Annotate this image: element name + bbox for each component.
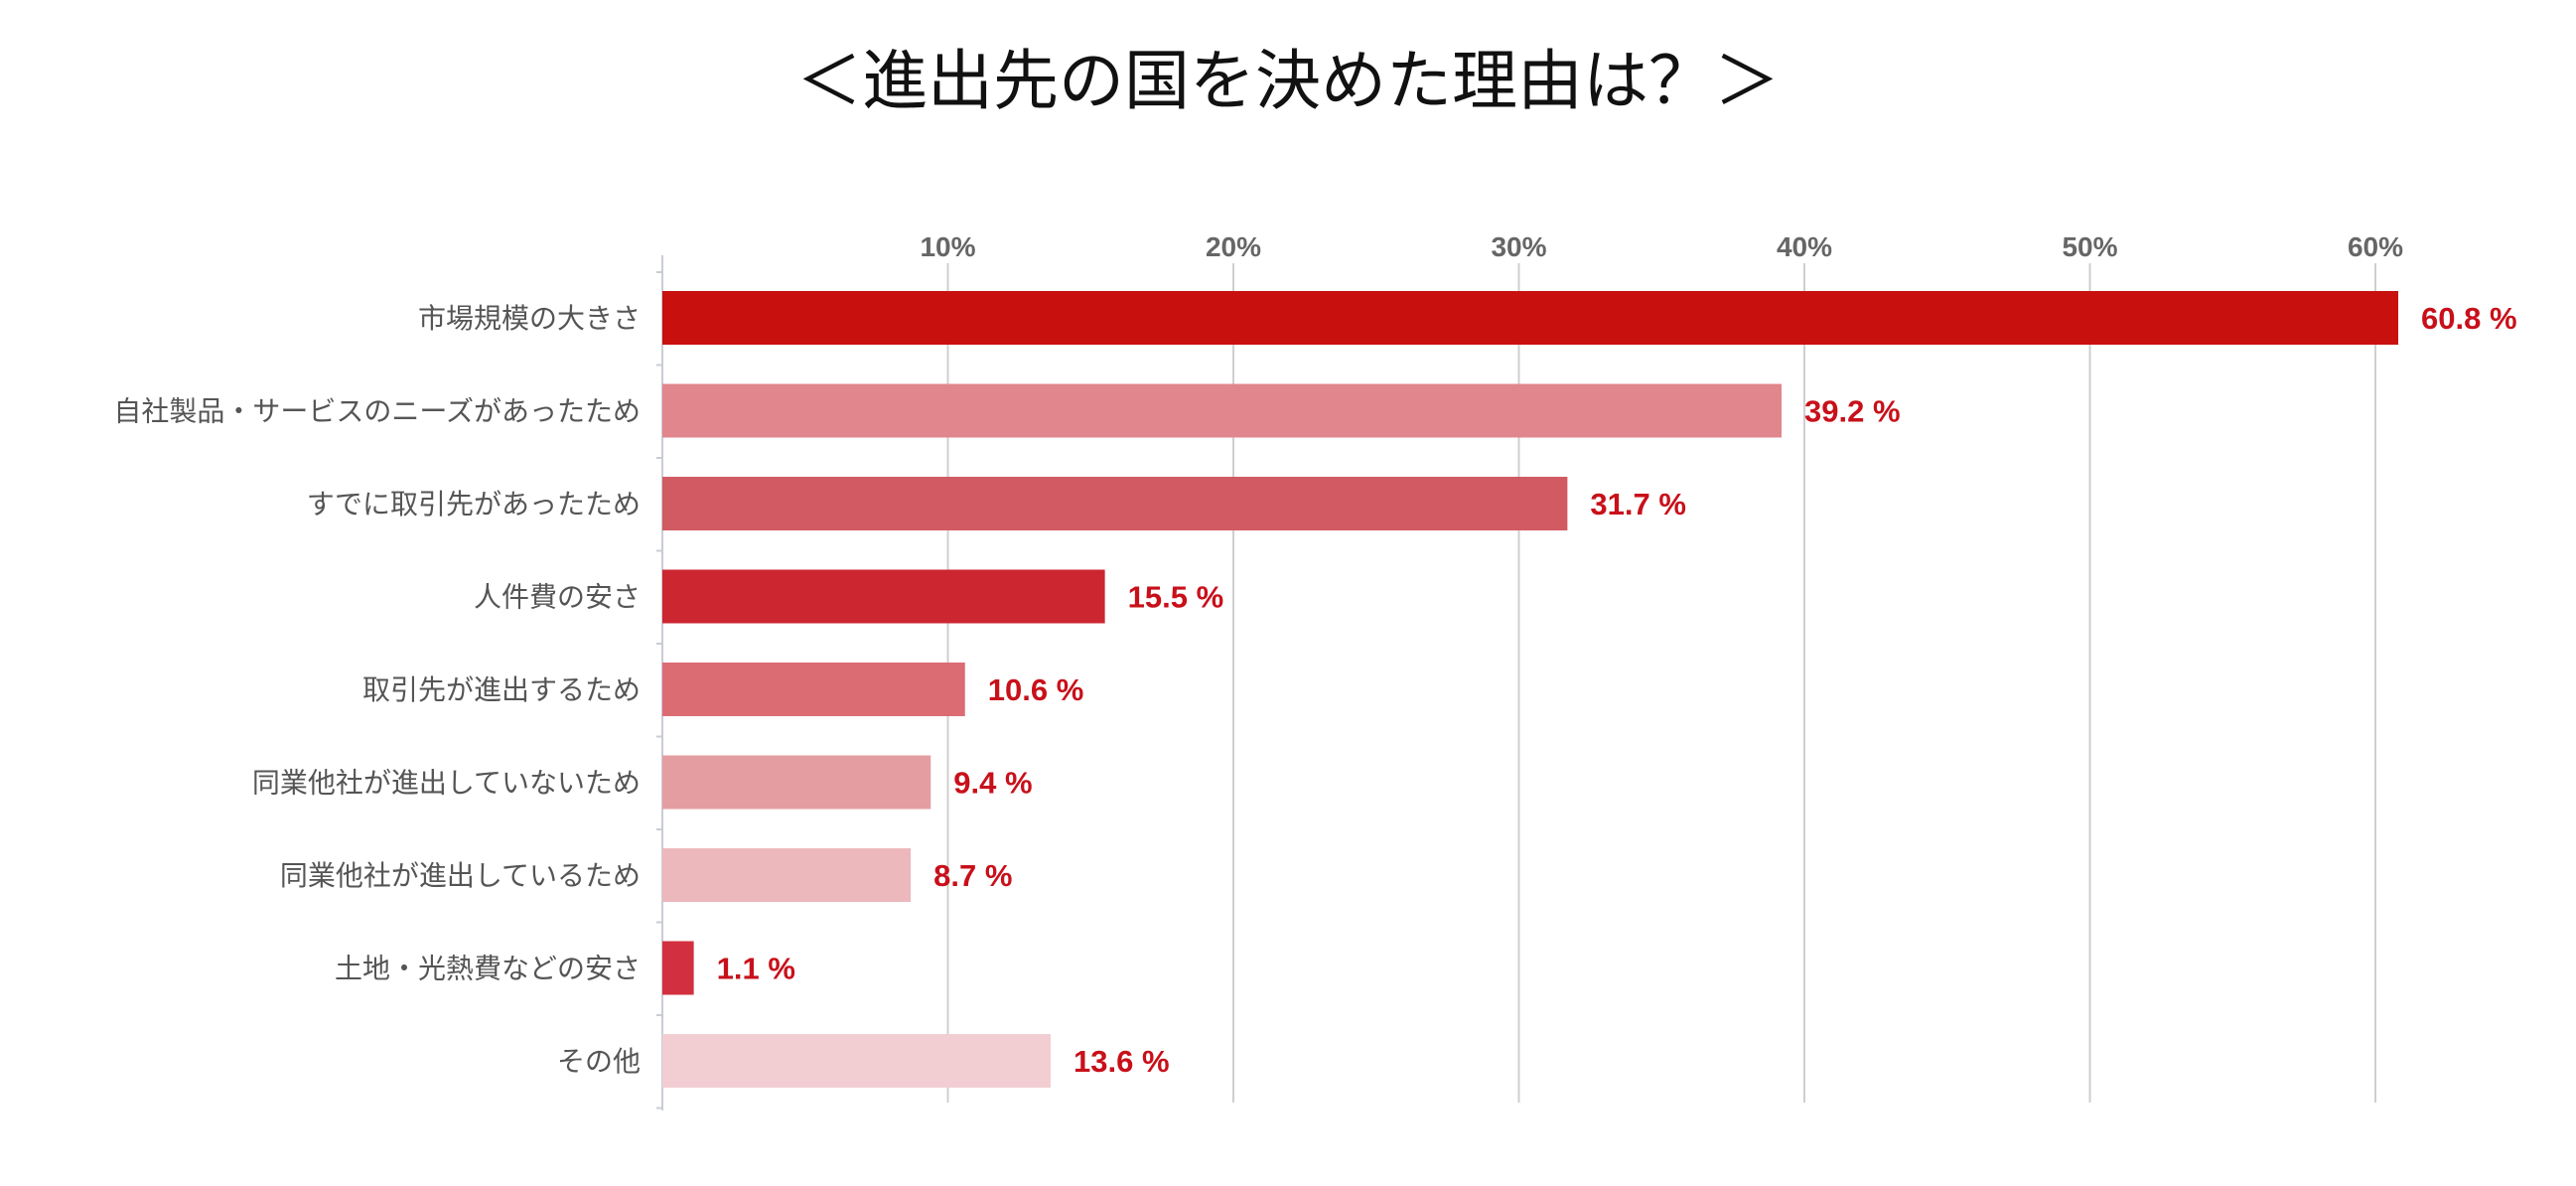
bar — [662, 1034, 1051, 1088]
data-label: 8.7 % — [933, 858, 1012, 893]
x-tick-label: 60% — [2348, 231, 2403, 262]
bar — [662, 663, 965, 716]
data-label: 1.1 % — [717, 952, 795, 986]
bar — [662, 755, 931, 810]
data-label: 13.6 % — [1073, 1044, 1170, 1079]
bar — [662, 848, 912, 902]
chart-title: ＜進出先の国を決めた理由は？＞ — [796, 43, 1780, 119]
x-tick-label: 40% — [1777, 231, 1832, 262]
category-label: 人件費の安さ — [474, 581, 641, 614]
x-tick-label: 50% — [2062, 231, 2117, 262]
data-label: 15.5 % — [1128, 580, 1224, 615]
x-tick-label: 10% — [920, 231, 975, 262]
data-label: 60.8 % — [2421, 301, 2517, 336]
category-label: その他 — [557, 1045, 641, 1078]
bar — [662, 569, 1105, 624]
category-label: 土地・光熱費などの安さ — [335, 953, 641, 985]
category-label: 取引先が進出するため — [362, 673, 641, 706]
data-label: 39.2 % — [1804, 394, 1901, 429]
bar — [662, 941, 694, 995]
bar — [662, 477, 1568, 530]
category-label: 自社製品・サービスのニーズがあったため — [113, 395, 641, 428]
category-label: 同業他社が進出しているため — [280, 859, 641, 892]
data-label: 10.6 % — [988, 672, 1084, 707]
category-label: すでに取引先があったため — [307, 488, 641, 520]
data-label: 31.7 % — [1590, 487, 1686, 521]
x-tick-label: 20% — [1206, 231, 1261, 262]
data-label: 9.4 % — [953, 766, 1032, 801]
category-label: 同業他社が進出していないため — [252, 767, 641, 800]
category-label: 市場規模の大きさ — [418, 302, 641, 335]
bar — [662, 291, 2398, 345]
x-tick-label: 30% — [1491, 231, 1546, 262]
bar — [662, 383, 1782, 438]
